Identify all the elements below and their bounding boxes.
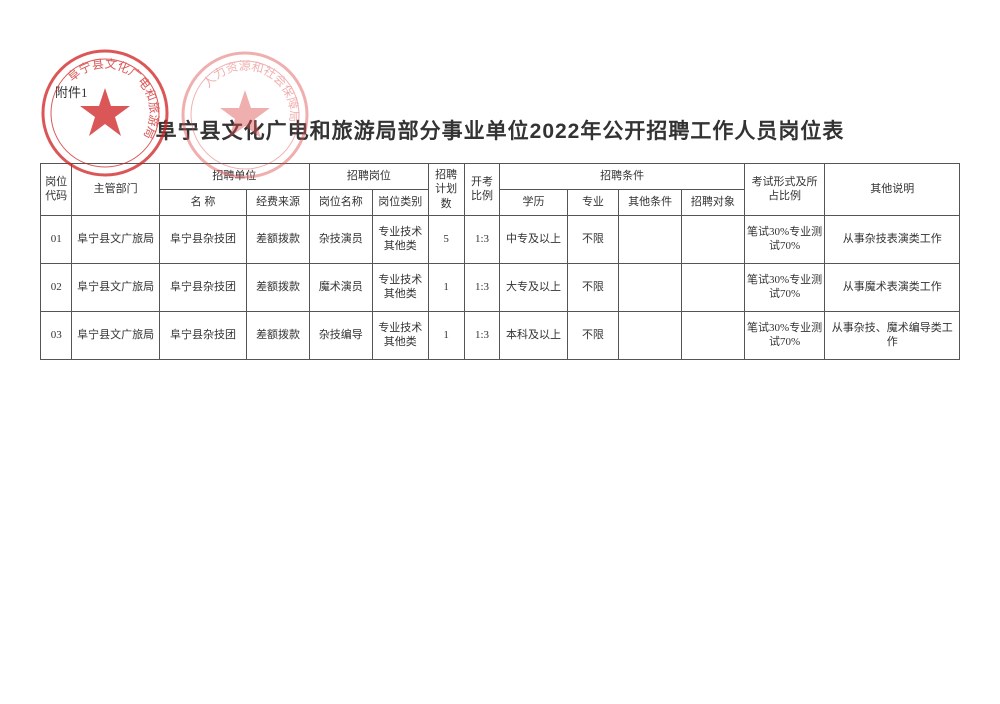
cell-post-type: 专业技术其他类: [372, 263, 428, 311]
cell-dept: 阜宁县文广旅局: [72, 311, 159, 359]
page: 附件1 阜宁县文化广电和旅游局 人力资源和社会保障局 阜宁县文化广电和旅游局部分…: [0, 0, 1000, 704]
cell-code: 02: [41, 263, 72, 311]
cell-ratio: 1:3: [464, 311, 500, 359]
th-fund: 经费来源: [247, 189, 310, 215]
th-remark: 其他说明: [825, 164, 960, 216]
stamp-icon: 阜宁县文化广电和旅游局: [40, 48, 170, 178]
table-row: 01 阜宁县文广旅局 阜宁县杂技团 差额拨款 杂技演员 专业技术其他类 5 1:…: [41, 215, 960, 263]
cell-unit: 阜宁县杂技团: [159, 263, 246, 311]
cell-exam: 笔试30%专业测试70%: [744, 311, 825, 359]
cell-edu: 中专及以上: [500, 215, 567, 263]
cell-major: 不限: [567, 311, 619, 359]
th-major: 专业: [567, 189, 619, 215]
cell-dept: 阜宁县文广旅局: [72, 215, 159, 263]
svg-text:人力资源和社会保障局: 人力资源和社会保障局: [200, 59, 301, 123]
table-row: 03 阜宁县文广旅局 阜宁县杂技团 差额拨款 杂技编导 专业技术其他类 1 1:…: [41, 311, 960, 359]
th-plan: 招聘计划数: [428, 164, 464, 216]
th-ratio: 开考比例: [464, 164, 500, 216]
cell-target: [681, 263, 744, 311]
cell-remark: 从事杂技、魔术编导类工作: [825, 311, 960, 359]
cell-other: [619, 263, 682, 311]
cell-unit: 阜宁县杂技团: [159, 311, 246, 359]
cell-unit: 阜宁县杂技团: [159, 215, 246, 263]
cell-plan: 1: [428, 263, 464, 311]
cell-fund: 差额拨款: [247, 311, 310, 359]
cell-fund: 差额拨款: [247, 215, 310, 263]
cell-post-name: 杂技演员: [309, 215, 372, 263]
th-code: 岗位代码: [41, 164, 72, 216]
th-other: 其他条件: [619, 189, 682, 215]
cell-plan: 5: [428, 215, 464, 263]
cell-post-name: 杂技编导: [309, 311, 372, 359]
th-unit-name: 名 称: [159, 189, 246, 215]
cell-code: 03: [41, 311, 72, 359]
page-title: 阜宁县文化广电和旅游局部分事业单位2022年公开招聘工作人员岗位表: [40, 115, 960, 145]
cell-major: 不限: [567, 263, 619, 311]
cell-exam: 笔试30%专业测试70%: [744, 263, 825, 311]
cell-plan: 1: [428, 311, 464, 359]
cell-target: [681, 311, 744, 359]
table-row: 02 阜宁县文广旅局 阜宁县杂技团 差额拨款 魔术演员 专业技术其他类 1 1:…: [41, 263, 960, 311]
table-header-row: 岗位代码 主管部门 招聘单位 招聘岗位 招聘计划数 开考比例 招聘条件 考试形式…: [41, 164, 960, 190]
cell-ratio: 1:3: [464, 215, 500, 263]
cell-edu: 大专及以上: [500, 263, 567, 311]
cell-remark: 从事杂技表演类工作: [825, 215, 960, 263]
th-post-group: 招聘岗位: [309, 164, 428, 190]
th-target: 招聘对象: [681, 189, 744, 215]
th-unit-group: 招聘单位: [159, 164, 309, 190]
cell-ratio: 1:3: [464, 263, 500, 311]
cell-other: [619, 311, 682, 359]
cell-major: 不限: [567, 215, 619, 263]
cell-post-type: 专业技术其他类: [372, 311, 428, 359]
cell-target: [681, 215, 744, 263]
cell-exam: 笔试30%专业测试70%: [744, 215, 825, 263]
cell-post-type: 专业技术其他类: [372, 215, 428, 263]
th-post-name: 岗位名称: [309, 189, 372, 215]
th-conditions-group: 招聘条件: [500, 164, 744, 190]
th-edu: 学历: [500, 189, 567, 215]
th-exam: 考试形式及所占比例: [744, 164, 825, 216]
cell-dept: 阜宁县文广旅局: [72, 263, 159, 311]
cell-post-name: 魔术演员: [309, 263, 372, 311]
cell-remark: 从事魔术表演类工作: [825, 263, 960, 311]
cell-code: 01: [41, 215, 72, 263]
recruitment-table: 岗位代码 主管部门 招聘单位 招聘岗位 招聘计划数 开考比例 招聘条件 考试形式…: [40, 163, 960, 360]
th-dept: 主管部门: [72, 164, 159, 216]
cell-other: [619, 215, 682, 263]
cell-fund: 差额拨款: [247, 263, 310, 311]
th-post-type: 岗位类别: [372, 189, 428, 215]
attachment-label: 附件1: [55, 82, 88, 101]
cell-edu: 本科及以上: [500, 311, 567, 359]
